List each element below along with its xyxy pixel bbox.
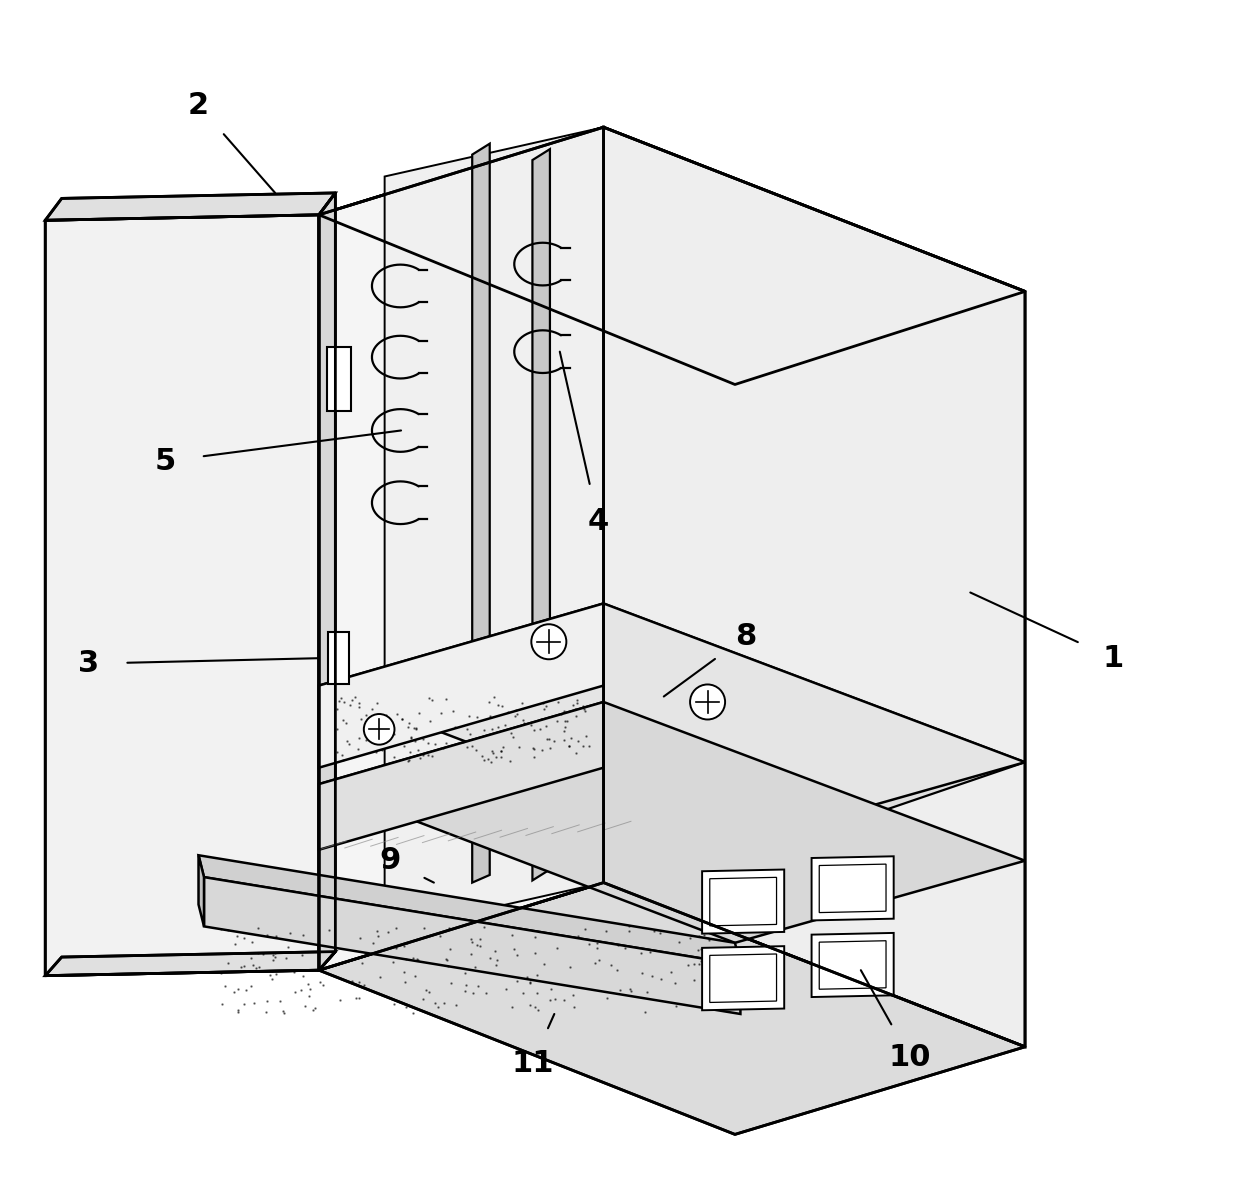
- Polygon shape: [702, 870, 784, 934]
- Text: 11: 11: [511, 1049, 554, 1077]
- Polygon shape: [319, 883, 1025, 1134]
- Polygon shape: [532, 149, 549, 880]
- Polygon shape: [198, 856, 205, 927]
- Polygon shape: [820, 864, 887, 912]
- Polygon shape: [46, 214, 319, 975]
- Text: 1: 1: [1102, 643, 1123, 673]
- Polygon shape: [384, 127, 604, 931]
- Polygon shape: [198, 856, 740, 965]
- Polygon shape: [820, 941, 887, 989]
- Circle shape: [691, 685, 725, 719]
- Polygon shape: [319, 603, 1025, 844]
- Polygon shape: [811, 857, 894, 921]
- Polygon shape: [472, 143, 490, 883]
- Polygon shape: [709, 877, 776, 925]
- Text: 5: 5: [155, 447, 176, 475]
- Polygon shape: [319, 702, 1025, 943]
- Polygon shape: [709, 954, 776, 1003]
- Polygon shape: [329, 632, 348, 685]
- Polygon shape: [319, 193, 335, 971]
- Polygon shape: [384, 603, 1025, 839]
- Polygon shape: [205, 877, 740, 1014]
- Text: 8: 8: [735, 622, 756, 651]
- Polygon shape: [326, 347, 351, 411]
- Polygon shape: [604, 127, 1025, 1046]
- Polygon shape: [811, 933, 894, 997]
- Circle shape: [363, 715, 394, 744]
- Polygon shape: [319, 702, 604, 850]
- Polygon shape: [46, 952, 335, 975]
- Text: 4: 4: [588, 507, 609, 536]
- Polygon shape: [702, 946, 784, 1011]
- Polygon shape: [319, 127, 604, 971]
- Circle shape: [531, 624, 567, 659]
- Polygon shape: [319, 603, 604, 768]
- Polygon shape: [319, 127, 1025, 384]
- Text: 10: 10: [889, 1043, 931, 1072]
- Text: 9: 9: [379, 846, 401, 876]
- Text: 2: 2: [188, 91, 210, 120]
- Text: 3: 3: [78, 649, 99, 678]
- Polygon shape: [46, 193, 335, 220]
